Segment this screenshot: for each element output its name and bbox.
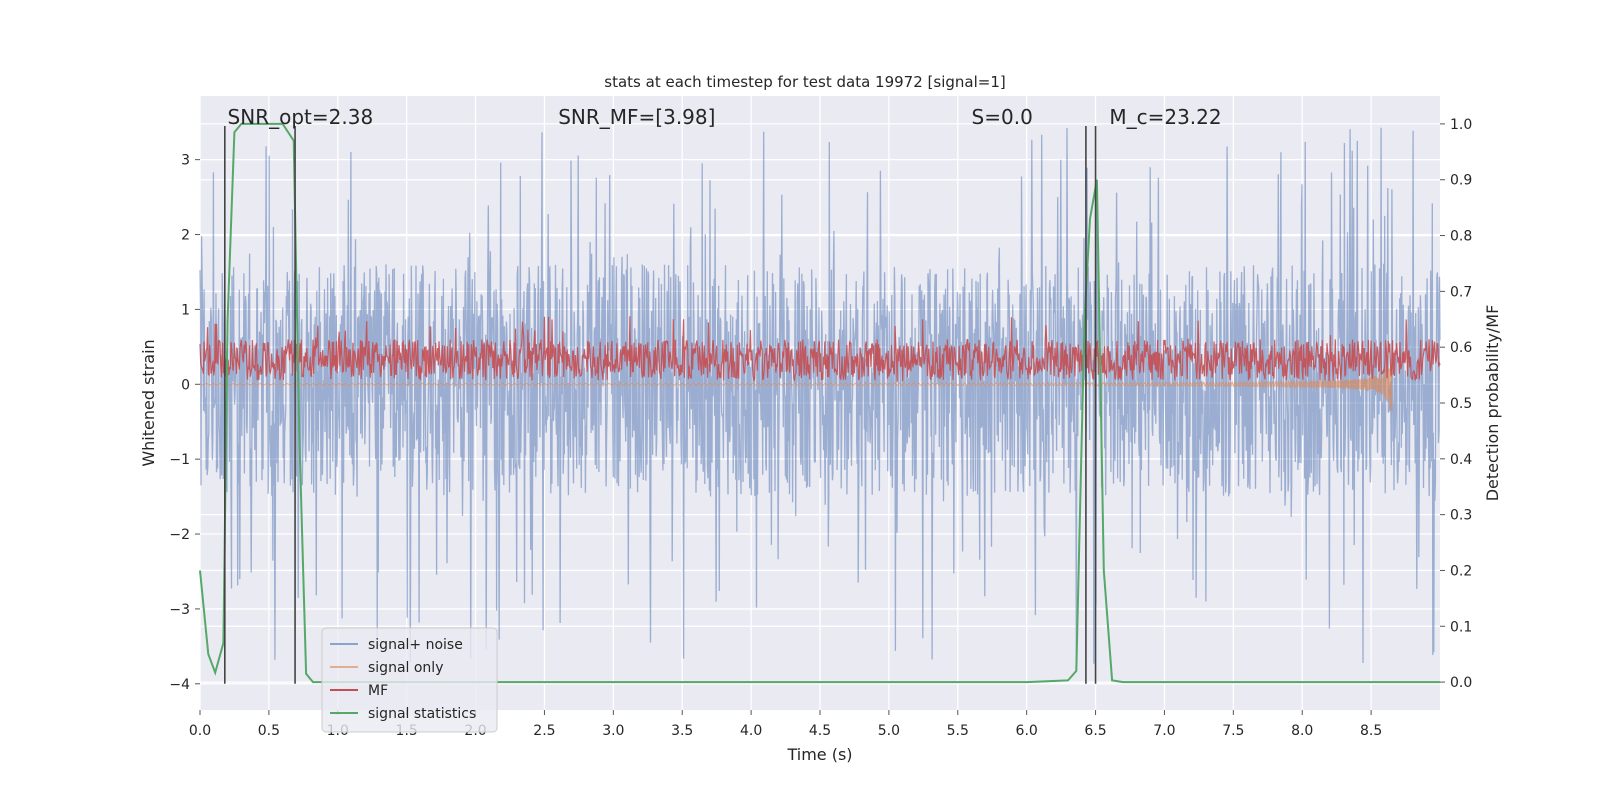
annotation-text: S=0.0	[972, 105, 1033, 129]
right-y-tick-label: 0.8	[1450, 229, 1472, 245]
right-y-tick-label: 0.9	[1450, 173, 1472, 189]
x-tick-label: 4.5	[809, 723, 831, 739]
legend-label: signal statistics	[368, 706, 476, 722]
x-tick-label: 3.5	[671, 723, 693, 739]
right-y-axis-label: Detection probability/MF	[1483, 305, 1502, 502]
x-tick-label: 7.5	[1222, 723, 1244, 739]
right-y-tick-label: 0.2	[1450, 563, 1472, 579]
right-y-tick-label: 1.0	[1450, 117, 1472, 133]
x-axis-label: Time (s)	[786, 745, 852, 764]
x-tick-label: 5.0	[878, 723, 900, 739]
x-tick-label: 8.0	[1291, 723, 1313, 739]
left-y-tick-label: −3	[169, 602, 190, 618]
left-y-tick-label: 1	[181, 302, 190, 318]
right-y-tick-label: 0.6	[1450, 340, 1472, 356]
right-y-tick-label: 0.4	[1450, 452, 1472, 468]
left-y-tick-label: 3	[181, 153, 190, 169]
x-tick-label: 7.0	[1153, 723, 1175, 739]
left-y-tick-label: −1	[169, 452, 190, 468]
x-tick-label: 5.5	[947, 723, 969, 739]
left-y-tick-label: −2	[169, 527, 190, 543]
annotation-text: SNR_MF=[3.98]	[558, 105, 715, 129]
right-y-tick-label: 0.1	[1450, 619, 1472, 635]
series-signal-noise-line	[199, 127, 1441, 664]
left-y-tick-label: 0	[181, 377, 190, 393]
x-tick-label: 4.0	[740, 723, 762, 739]
x-tick-label: 0.5	[258, 723, 280, 739]
right-y-tick-label: 0.0	[1450, 675, 1472, 691]
annotation-text: M_c=23.22	[1109, 105, 1221, 129]
left-y-axis-ticks: −4 −3 −2 −1 0 1 2 3	[169, 153, 200, 693]
series-mf-line	[199, 316, 1441, 383]
legend: signal+ noise signal only MF signal statist…	[321, 627, 498, 733]
left-y-axis-label: Whitened strain	[139, 339, 158, 466]
x-tick-label: 6.5	[1084, 723, 1106, 739]
legend-box	[321, 627, 498, 733]
right-y-tick-label: 0.3	[1450, 508, 1472, 524]
vertical-markers	[224, 125, 1097, 684]
chart-title: stats at each timestep for test data 199…	[604, 73, 1005, 91]
left-y-tick-label: 2	[181, 228, 190, 244]
left-y-tick-label: −4	[169, 677, 190, 693]
right-y-tick-label: 0.7	[1450, 284, 1472, 300]
x-tick-label: 2.5	[533, 723, 555, 739]
x-tick-label: 0.0	[189, 723, 211, 739]
right-y-axis-ticks: 0.0 0.1 0.2 0.3 0.4 0.5 0.6 0.7 0.8 0.9 1.0	[1440, 117, 1472, 691]
annotation-text: SNR_opt=2.38	[228, 105, 374, 129]
annotations: SNR_opt=2.38 SNR_MF=[3.98] S=0.0 M_c=23.22	[228, 105, 1222, 129]
legend-label: MF	[368, 683, 388, 699]
x-tick-label: 8.5	[1360, 723, 1382, 739]
series-signal-only-line	[199, 364, 1393, 412]
x-tick-label: 3.0	[602, 723, 624, 739]
right-y-tick-label: 0.5	[1450, 396, 1472, 412]
legend-label: signal only	[368, 660, 443, 676]
x-tick-label: 6.0	[1016, 723, 1038, 739]
legend-label: signal+ noise	[368, 637, 463, 653]
